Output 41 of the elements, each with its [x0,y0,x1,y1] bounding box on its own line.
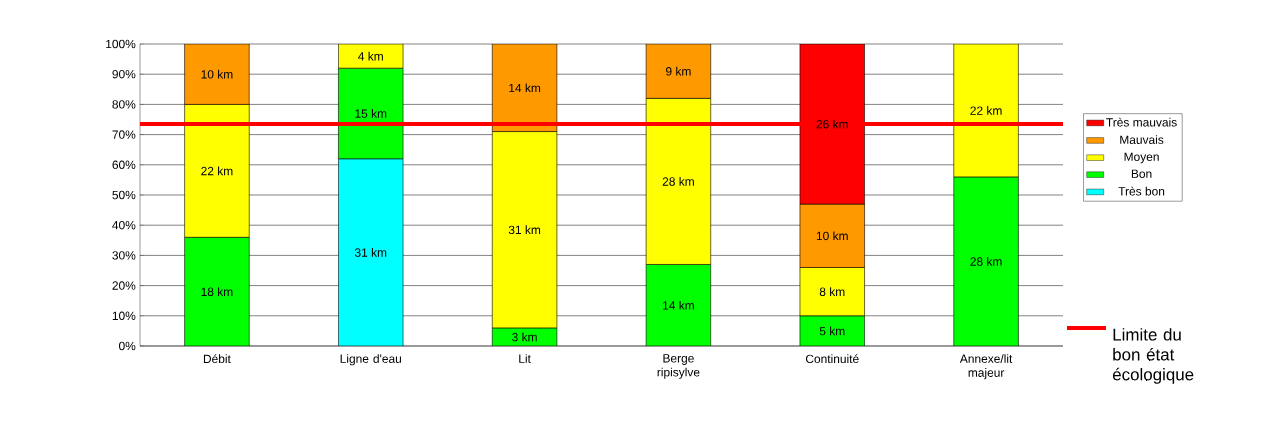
y-tick-label: 10% [112,311,136,321]
legend-label: Très mauvais [1106,117,1177,127]
y-tick-label: 40% [112,220,136,230]
y-tick-label: 50% [112,190,136,200]
legend-label: Bon [1131,169,1152,178]
x-tick-label: Ligne d'eau [340,354,401,366]
y-tick-label: 60% [112,160,136,170]
y-tick-label: 20% [112,281,136,290]
x-tick-label: Continuité [805,354,859,364]
x-tick-label: Débit [203,354,231,364]
annotation: 31 km [354,247,387,257]
legend-label: Mauvais [1120,135,1164,144]
annotation: 8 km [819,287,845,297]
y-tick-label: 80% [112,100,136,109]
annotation: 9 km [666,66,691,76]
legend-label: Limite du bon état écologique [1112,328,1194,384]
y-tick-label: 90% [112,69,136,79]
annotation: 22 km [201,166,233,176]
x-tick-label: Lit [519,354,531,363]
x-tick-label: Berge ripisylve [657,354,700,379]
annotation: 31 km [508,225,541,235]
y-tick-label: 30% [112,251,136,260]
annotation: 4 km [358,51,383,61]
annotation: 26 km [816,119,848,129]
annotation: 18 km [201,287,233,297]
legend-label: Très bon [1118,186,1165,196]
annotation: 28 km [970,257,1002,266]
annotation: 22 km [970,106,1002,115]
annotation: 10 km [816,231,848,241]
legend-label: Moyen [1124,152,1159,164]
annotation: 5 km [819,326,845,336]
annotation: 14 km [663,300,694,310]
x-tick-label: Annexe/lit majeur [959,354,1013,380]
y-tick-label: 0% [119,341,136,351]
annotation: 3 km [512,332,537,342]
annotation: 10 km [201,69,233,79]
y-tick-label: 100% [106,39,136,49]
annotation: 14 km [509,83,541,93]
y-tick-label: 70% [112,130,136,139]
annotation: 15 km [355,109,387,118]
annotation: 28 km [662,177,694,186]
